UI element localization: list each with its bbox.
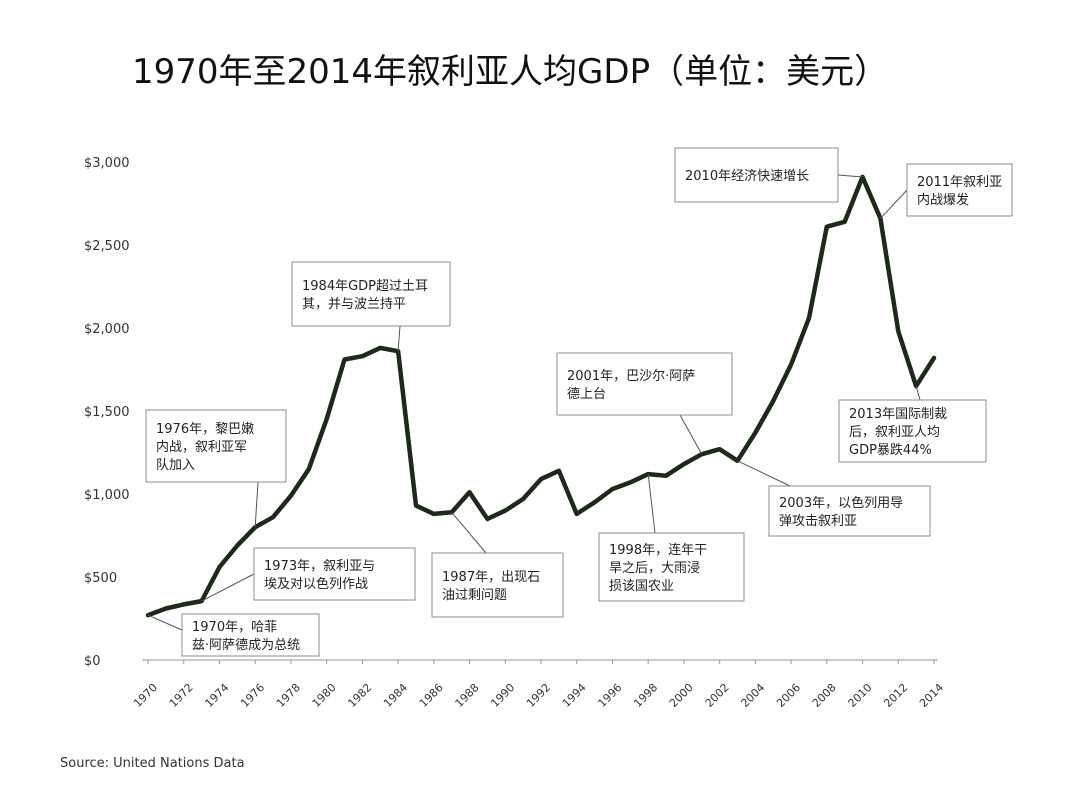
x-tick-label: 1988 — [453, 681, 482, 710]
x-tick-label: 1984 — [381, 681, 410, 710]
page-title: 1970年至2014年叙利亚人均GDP（单位：美元） — [132, 52, 889, 92]
annotation-box — [906, 163, 1013, 217]
annotation-leader-line — [837, 174, 863, 178]
annotation-box — [556, 352, 733, 416]
annotation-text: 1970年，哈菲 — [192, 620, 277, 635]
annotation-text: 1987年，出现石 — [442, 570, 540, 585]
annotation-leader-line — [880, 189, 908, 219]
y-tick-label: $2,000 — [84, 322, 130, 337]
x-tick-label: 1970 — [131, 681, 160, 710]
annotation-text: 弹攻击叙利亚 — [779, 514, 857, 529]
annotation-text: 2013年国际制裁 — [849, 406, 947, 422]
annotation-leader-line — [737, 460, 791, 487]
x-tick-label: 2008 — [810, 681, 839, 710]
x-tick-label: 2010 — [846, 681, 875, 710]
x-tick-label: 2014 — [917, 681, 946, 710]
y-tick-label: $1,500 — [84, 405, 130, 420]
annotation-2010: 2010年经济快速增长 — [674, 147, 863, 203]
x-tick-label: 2012 — [881, 681, 910, 710]
x-tick-label: 1982 — [345, 681, 374, 710]
annotation-text: 2010年经济快速增长 — [685, 169, 809, 184]
annotation-leader-line — [254, 481, 259, 528]
y-tick-label: $3,000 — [84, 156, 130, 171]
annotation-text: 兹·阿萨德成为总统 — [192, 638, 300, 653]
x-tick-label: 1986 — [417, 681, 446, 710]
annotation-1970: 1970年，哈菲兹·阿萨德成为总统 — [147, 613, 320, 657]
annotation-text: 2003年，以色列用导 — [779, 495, 903, 511]
annotation-text: 2011年叙利亚 — [917, 175, 1002, 190]
annotation-leader-line — [201, 573, 255, 602]
x-tick-label: 1978 — [274, 681, 303, 710]
annotation-box — [145, 409, 287, 483]
annotation-text: 德上台 — [567, 387, 606, 402]
x-tick-label: 2004 — [738, 681, 767, 710]
annotation-text: 损该国农业 — [609, 579, 674, 594]
annotation-leader-line — [679, 414, 703, 455]
annotation-text: 1984年GDP超过土耳 — [302, 279, 428, 294]
annotation-text: 油过剩问题 — [442, 588, 507, 603]
annotation-text: GDP暴跌44% — [849, 442, 932, 458]
x-tick-label: 2006 — [774, 681, 803, 710]
annotation-text: 1973年，叙利亚与 — [264, 559, 375, 574]
annotation-box — [291, 261, 451, 327]
annotation-text: 内战，叙利亚军 — [156, 439, 247, 455]
x-tick-label: 1994 — [560, 681, 589, 710]
annotation-box — [253, 547, 416, 601]
annotation-text: 旱之后，大雨浸 — [609, 561, 700, 576]
annotation-text: 1976年，黎巴嫩 — [156, 422, 254, 437]
x-tick-label: 1992 — [524, 681, 553, 710]
annotation-box — [181, 613, 320, 657]
x-tick-label: 1996 — [595, 681, 624, 710]
annotation-text: 其，并与波兰持平 — [302, 297, 406, 312]
annotation-leader-line — [915, 385, 921, 401]
y-tick-label: $1,000 — [84, 488, 130, 503]
annotation-text: 队加入 — [156, 458, 195, 473]
annotation-leader-line — [647, 474, 656, 534]
annotation-leader-line — [147, 614, 183, 631]
source-note: Source: United Nations Data — [60, 756, 245, 771]
x-tick-label: 1998 — [631, 681, 660, 710]
x-tick-label: 1990 — [488, 681, 517, 710]
annotation-text: 内战爆发 — [917, 192, 969, 208]
annotation-leader-line — [397, 325, 401, 352]
y-tick-label: $2,500 — [84, 239, 130, 254]
annotation-text: 埃及对以色列作战 — [264, 576, 368, 592]
annotation-text: 后，叙利亚人均 — [849, 425, 940, 440]
y-tick-label: $0 — [84, 654, 101, 669]
annotation-text: 2001年，巴沙尔·阿萨 — [567, 369, 695, 384]
annotation-box — [674, 147, 839, 203]
x-tick-label: 1976 — [238, 681, 267, 710]
x-tick-label: 1974 — [202, 681, 231, 710]
x-tick-label: 2002 — [703, 681, 732, 710]
annotation-text: 1998年，连年干 — [609, 542, 707, 558]
annotation-leader-line — [451, 511, 487, 554]
annotation-box — [598, 532, 745, 602]
y-tick-label: $500 — [84, 571, 117, 586]
x-tick-label: 2000 — [667, 681, 696, 710]
x-tick-label: 1972 — [167, 681, 196, 710]
x-tick-label: 1980 — [310, 681, 339, 710]
annotation-box — [768, 485, 931, 537]
annotation-box — [431, 552, 564, 618]
annotation-box — [838, 399, 987, 463]
